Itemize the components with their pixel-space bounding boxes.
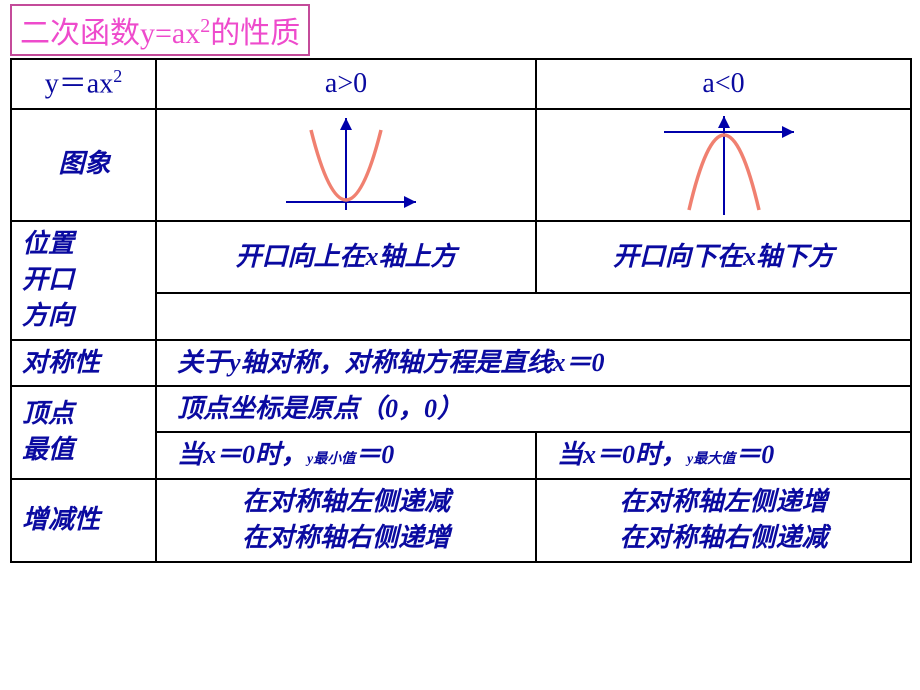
pos-open-down: 开口向下在x轴下方 — [536, 221, 911, 294]
position-row-1: 位置开口方向 开口向上在x轴上方 开口向下在x轴下方 — [11, 221, 911, 294]
mono-pos: 在对称轴左侧递减 在对称轴右侧递增 — [156, 479, 536, 562]
symmetry-label: 对称性 — [11, 340, 156, 386]
header-a-neg: a<0 — [536, 59, 911, 109]
graph-row: 图象 — [11, 109, 911, 221]
mono-pos-l2: 在对称轴右侧递增 — [242, 523, 450, 552]
position-empty — [156, 293, 911, 339]
vertex-row-1: 顶点最值 顶点坐标是原点（0，0） — [11, 386, 911, 432]
header-formula: y＝ax2 — [11, 59, 156, 109]
min-text: 当x＝0时，y最小值＝0 — [156, 432, 536, 478]
mono-label: 增减性 — [11, 479, 156, 562]
monotone-row: 增减性 在对称轴左侧递减 在对称轴右侧递增 在对称轴左侧递增 在对称轴右侧递减 — [11, 479, 911, 562]
graph-down-cell — [536, 109, 911, 221]
symmetry-row: 对称性 关于y轴对称，对称轴方程是直线x＝0 — [11, 340, 911, 386]
parabola-down-icon — [634, 110, 814, 220]
symmetry-text: 关于y轴对称，对称轴方程是直线x＝0 — [156, 340, 911, 386]
header-a-pos: a>0 — [156, 59, 536, 109]
mono-neg-l2: 在对称轴右侧递减 — [619, 523, 827, 552]
graph-up-cell — [156, 109, 536, 221]
mono-neg: 在对称轴左侧递增 在对称轴右侧递减 — [536, 479, 911, 562]
vertex-label: 顶点最值 — [11, 386, 156, 479]
mono-pos-l1: 在对称轴左侧递减 — [242, 487, 450, 516]
properties-table: y＝ax2 a>0 a<0 图象 — [10, 58, 912, 563]
page-title: 二次函数y=ax2的性质 — [20, 17, 300, 50]
max-text: 当x＝0时，y最大值＝0 — [536, 432, 911, 478]
position-label: 位置开口方向 — [11, 221, 156, 340]
pos-open-up: 开口向上在x轴上方 — [156, 221, 536, 294]
vertex-text: 顶点坐标是原点（0，0） — [156, 386, 911, 432]
title-box: 二次函数y=ax2的性质 — [10, 4, 310, 56]
parabola-up-icon — [256, 110, 436, 220]
graph-label: 图象 — [11, 109, 156, 221]
mono-neg-l1: 在对称轴左侧递增 — [619, 487, 827, 516]
header-row: y＝ax2 a>0 a<0 — [11, 59, 911, 109]
